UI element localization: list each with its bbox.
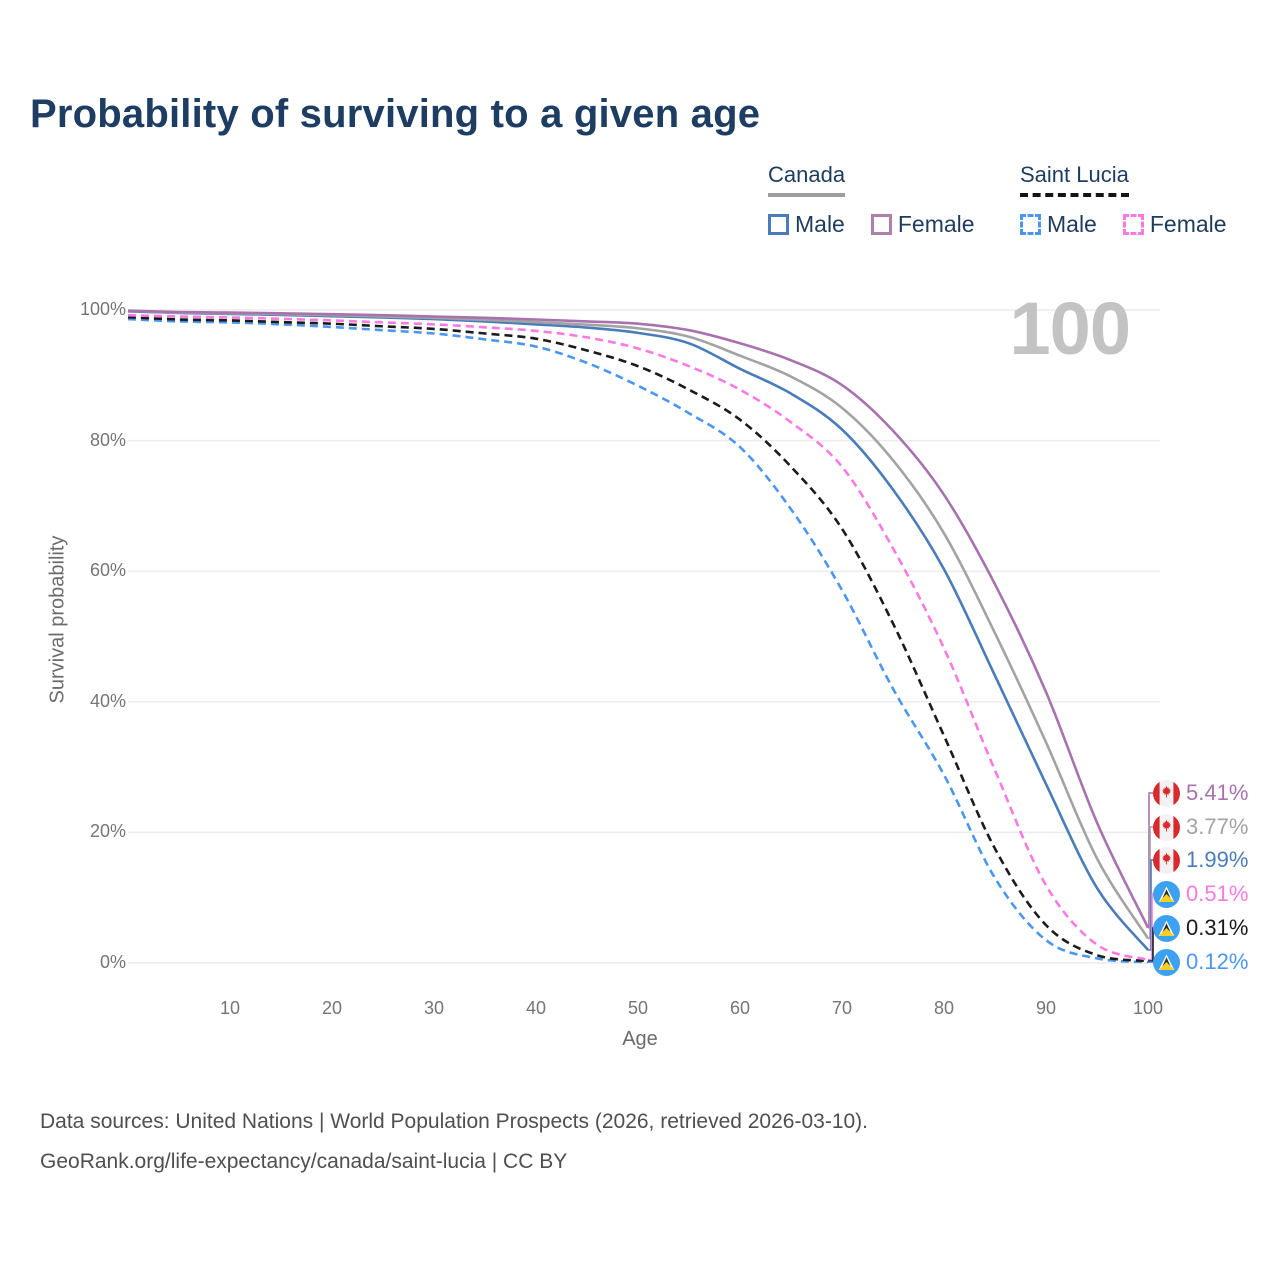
legend-swatch [768,214,789,235]
end-label-row: 0.31% [1153,914,1248,942]
legend-item-label: Male [795,211,845,237]
end-label-value: 0.31% [1186,915,1249,940]
x-tick-label: 50 [627,998,649,1018]
x-tick-label: 40 [525,998,547,1018]
legend-group-title: Canada [768,162,846,197]
legend-group-title: Saint Lucia [1020,162,1129,197]
x-tick-label: 100 [1132,998,1164,1018]
x-axis-title: Age [622,1028,658,1050]
canada-flag-icon [1153,846,1180,874]
saint-lucia-flag-icon [1153,948,1180,976]
end-label-value: 1.99% [1186,847,1249,872]
data-source-note: Data sources: United Nations | World Pop… [40,1110,869,1133]
y-tick-label: 40% [89,690,126,711]
page-title: Probability of surviving to a given age [30,92,761,136]
canada-flag-icon [1153,813,1180,841]
legend-swatch [1122,214,1144,235]
x-tick-label: 30 [423,998,445,1018]
end-label-row: 0.51% [1153,880,1248,908]
end-label-row: 3.77% [1153,813,1248,841]
y-tick-label: 60% [89,560,126,581]
legend-swatch [870,214,892,235]
legend-item-label: Male [1047,211,1097,237]
saint-lucia-flag-icon [1153,914,1180,942]
y-tick-label: 80% [89,429,126,450]
end-label-value: 5.41% [1186,780,1249,805]
x-tick-label: 90 [1035,998,1057,1018]
end-label-row: 0.12% [1153,948,1248,976]
legend-item-saint-lucia-male[interactable]: Male [1020,211,1097,238]
end-label-row: 5.41% [1153,779,1248,807]
end-label-leader-line [1148,792,1156,929]
legend-item-canada-female[interactable]: Female [870,211,975,238]
y-axis-title: Survival probability [46,535,69,704]
series-line-saint-lucia-female[interactable] [127,313,1149,961]
x-tick-label: 20 [321,998,343,1018]
series-line-saint-lucia-male[interactable] [127,317,1149,964]
end-label-row: 1.99% [1153,846,1248,874]
legend-item-canada-male[interactable]: Male [768,211,845,238]
x-tick-label: 80 [933,998,955,1018]
legend-swatch [1020,214,1041,235]
age-counter-watermark: 100 [1009,287,1131,370]
y-tick-label: 0% [99,952,126,972]
legend-group-saint-lucia: Saint Lucia Male Female [1020,162,1245,238]
x-tick-label: 70 [831,998,853,1018]
legend-item-saint-lucia-female[interactable]: Female [1122,211,1227,238]
y-tick-label: 100% [79,299,126,319]
series-line-saint-lucia-both-sexes[interactable] [127,315,1149,963]
end-label-value: 3.77% [1186,814,1249,839]
end-label-value: 0.12% [1186,949,1249,974]
end-label-value: 0.51% [1186,881,1249,906]
y-tick-label: 20% [89,821,126,842]
canada-flag-icon [1153,779,1180,807]
legend-group-canada: Canada Male Female [768,162,993,238]
x-tick-label: 60 [729,998,751,1018]
series-line-canada-both-sexes[interactable] [127,309,1150,940]
legend-item-label: Female [897,211,975,237]
attribution-note: GeoRank.org/life-expectancy/canada/saint… [40,1150,568,1173]
legend-item-label: Female [1149,211,1227,237]
saint-lucia-flag-icon [1153,880,1180,908]
x-tick-label: 10 [219,998,241,1018]
series-line-canada-female[interactable] [127,309,1150,929]
